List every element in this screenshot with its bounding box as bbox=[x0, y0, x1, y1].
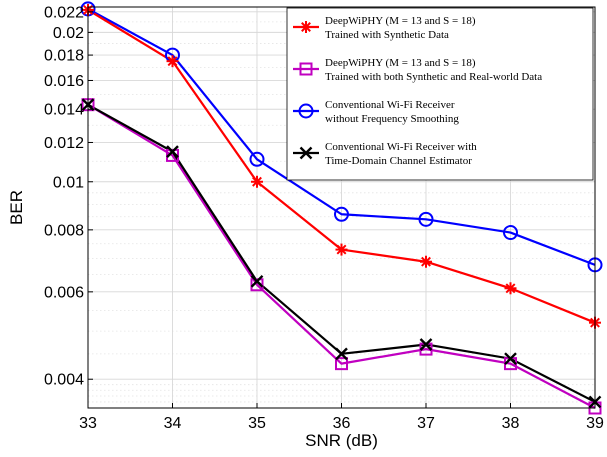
legend-entry-line2: Trained with Synthetic Data bbox=[325, 29, 449, 41]
x-tick-label: 35 bbox=[248, 415, 266, 432]
data-point bbox=[335, 357, 348, 371]
x-tick-label: 33 bbox=[79, 415, 97, 432]
y-tick-label: 0.008 bbox=[44, 222, 84, 239]
legend-swatch-marker bbox=[299, 146, 313, 160]
x-axis-label: SNR (dB) bbox=[305, 431, 378, 450]
y-tick-label: 0.018 bbox=[44, 48, 84, 65]
legend-swatch-marker bbox=[299, 62, 313, 76]
series-line-1 bbox=[87, 103, 596, 409]
data-point bbox=[166, 55, 179, 68]
data-point bbox=[166, 145, 179, 158]
y-tick-label: 0.016 bbox=[44, 73, 84, 90]
data-point bbox=[504, 352, 517, 366]
y-tick-label: 0.01 bbox=[53, 174, 84, 191]
data-point bbox=[335, 243, 348, 256]
legend-entry-line2: without Frequency Smoothing bbox=[325, 113, 459, 125]
y-tick-label: 0.006 bbox=[44, 284, 84, 301]
data-point bbox=[504, 282, 517, 295]
data-point bbox=[250, 274, 264, 288]
y-tick-label: 0.014 bbox=[44, 102, 84, 119]
data-point bbox=[503, 225, 518, 241]
axis-ticks: 0.022 0.02 0.018 0.016 0.014 0.012 0.01 0.008 0.… bbox=[44, 4, 604, 432]
x-tick-label: 39 bbox=[586, 415, 604, 432]
y-axis-label: BER bbox=[7, 190, 26, 225]
x-tick-label: 38 bbox=[502, 415, 520, 432]
legend-entry-line1: Conventional Wi-Fi Receiver with bbox=[325, 141, 477, 153]
data-point bbox=[250, 278, 264, 292]
y-tick-label: 0.02 bbox=[53, 25, 84, 42]
x-tick-label: 34 bbox=[164, 415, 182, 432]
y-tick-label: 0.004 bbox=[44, 372, 84, 389]
legend-entry-line1: DeepWiPHY (M = 13 and S = 18) bbox=[325, 15, 476, 27]
x-tick-label: 36 bbox=[333, 415, 351, 432]
data-point bbox=[251, 175, 263, 188]
legend-swatch-marker bbox=[298, 103, 314, 119]
data-point bbox=[418, 211, 434, 227]
data-point bbox=[420, 255, 432, 268]
legend-entry-line2: Trained with both Synthetic and Real-wor… bbox=[325, 71, 542, 83]
legend-box bbox=[286, 7, 594, 181]
legend-swatch-marker bbox=[300, 21, 312, 33]
legend-entry-line2: Time-Domain Channel Estimator bbox=[325, 155, 472, 167]
data-point bbox=[335, 347, 348, 361]
data-point bbox=[249, 151, 265, 167]
y-tick-label: 0.022 bbox=[44, 4, 84, 21]
data-point bbox=[166, 148, 179, 162]
data-point bbox=[334, 206, 349, 222]
y-tick-label: 0.012 bbox=[44, 135, 84, 152]
legend-entry-line1: Conventional Wi-Fi Receiver bbox=[325, 99, 455, 111]
series-line-2 bbox=[87, 7, 596, 266]
legend: DeepWiPHY (M = 13 and S = 18) Trained wit… bbox=[286, 7, 594, 181]
data-point bbox=[419, 338, 433, 351]
x-tick-label: 37 bbox=[417, 415, 435, 432]
legend-entry-line1: DeepWiPHY (M = 13 and S = 18) bbox=[325, 57, 476, 69]
